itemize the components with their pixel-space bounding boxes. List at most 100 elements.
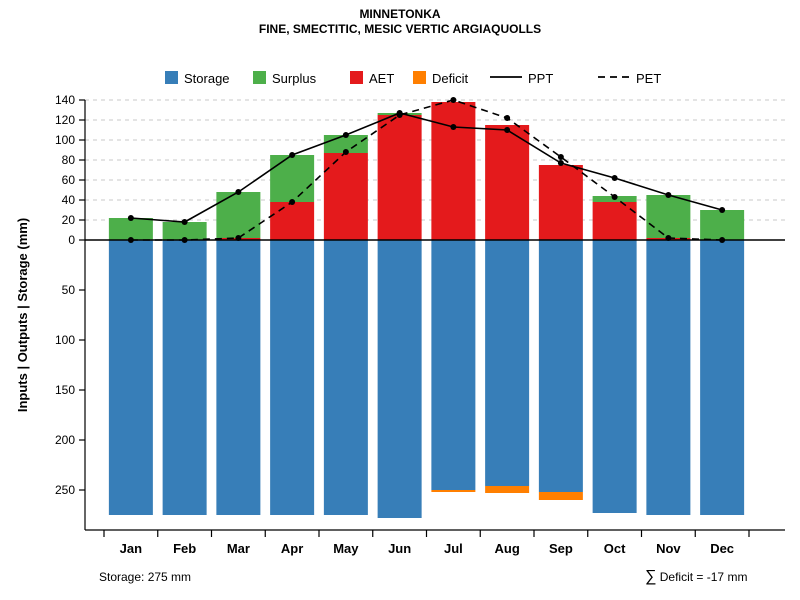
ppt-point [557, 160, 564, 166]
pet-point [665, 235, 672, 241]
month-label: Oct [604, 541, 626, 556]
month-label: Nov [656, 541, 681, 556]
pet-point [504, 115, 511, 121]
legend-swatch-storage [165, 71, 178, 84]
ppt-point [504, 127, 511, 133]
lines-layer [85, 97, 785, 243]
bar-storage [485, 240, 530, 486]
bar-aet [377, 115, 422, 240]
legend-label-aet: AET [369, 71, 394, 86]
y-tick-label: 80 [62, 153, 76, 167]
bar-surplus [162, 222, 207, 240]
month-label: May [333, 541, 359, 556]
pet-point [181, 237, 188, 243]
pet-point [396, 112, 403, 118]
month-label: Apr [281, 541, 303, 556]
bar-deficit [431, 490, 476, 492]
y-tick-label: 100 [55, 133, 75, 147]
chart-subtitle: FINE, SMECTITIC, MESIC VERTIC ARGIAQUOLL… [259, 22, 541, 36]
deficit-footnote-text: Deficit = -17 mm [660, 570, 748, 584]
bar-deficit [485, 486, 530, 493]
y-tick-label: 0 [68, 233, 75, 247]
legend-label-pet: PET [636, 71, 661, 86]
pet-point [719, 237, 726, 243]
bars-layer [108, 102, 745, 518]
bar-surplus [700, 210, 745, 240]
y-tick-label: 150 [55, 383, 75, 397]
y-tick-label: 40 [62, 193, 76, 207]
bar-storage [538, 240, 583, 492]
ppt-point [342, 132, 349, 138]
y-axis-label: Inputs | Outputs | Storage (mm) [15, 218, 30, 412]
bar-storage [592, 240, 637, 513]
legend-label-ppt: PPT [528, 71, 553, 86]
bar-surplus [270, 155, 315, 202]
month-label: Jun [388, 541, 411, 556]
y-tick-label: 120 [55, 113, 75, 127]
bar-aet [485, 125, 530, 240]
ppt-point [719, 207, 726, 213]
bar-storage [431, 240, 476, 490]
pet-line [130, 99, 723, 241]
legend-label-surplus: Surplus [272, 71, 317, 86]
bar-aet [270, 202, 315, 240]
bar-storage [270, 240, 315, 515]
ppt-point [289, 152, 296, 158]
bar-storage [377, 240, 422, 518]
bar-storage [162, 240, 207, 515]
sigma-symbol: ∑ [645, 568, 656, 585]
month-label: Jan [120, 541, 142, 556]
bar-storage [646, 240, 691, 515]
y-tick-label: 100 [55, 333, 75, 347]
bar-storage [216, 240, 261, 515]
legend-label-storage: Storage [184, 71, 230, 86]
ppt-point [665, 192, 672, 198]
ppt-point [450, 124, 457, 130]
legend-swatch-aet [350, 71, 363, 84]
month-label: Aug [494, 541, 519, 556]
month-label: Feb [173, 541, 196, 556]
pet-point [450, 97, 457, 103]
pet-point [342, 149, 349, 155]
pet-point [289, 199, 296, 205]
pet-point [235, 235, 242, 241]
pet-point [557, 154, 564, 160]
y-tick-label: 200 [55, 433, 75, 447]
y-tick-label: 20 [62, 213, 76, 227]
ppt-point [181, 219, 188, 225]
bar-surplus [108, 218, 153, 240]
bar-storage [700, 240, 745, 515]
pet-point [127, 237, 134, 243]
bar-storage [323, 240, 368, 515]
ppt-point [235, 189, 242, 195]
y-tick-label: 140 [55, 93, 75, 107]
y-tick-label: 50 [62, 283, 76, 297]
y-tick-label: 250 [55, 483, 75, 497]
month-label: Sep [549, 541, 573, 556]
month-label: Dec [710, 541, 734, 556]
bar-aet [538, 165, 583, 240]
ppt-line [130, 112, 723, 223]
bar-aet [323, 153, 368, 240]
month-label: Mar [227, 541, 250, 556]
bar-surplus [216, 192, 261, 238]
y-tick-label: 60 [62, 173, 76, 187]
bar-aet [592, 202, 637, 240]
legend-swatch-deficit [413, 71, 426, 84]
legend-label-deficit: Deficit [432, 71, 469, 86]
axes-layer: 0 20 40 60 80 100 120 140 50 100 150 200 250 Jan Feb Ma… [55, 93, 785, 556]
legend-swatch-surplus [253, 71, 266, 84]
ppt-point [611, 175, 618, 181]
legend-layer: Storage Surplus AET Deficit PPT PET [165, 71, 661, 86]
bar-surplus [646, 195, 691, 238]
chart-title: MINNETONKA [359, 7, 440, 21]
pet-point [611, 194, 618, 200]
month-label: Jul [444, 541, 463, 556]
ppt-point [127, 215, 134, 221]
bar-deficit [538, 492, 583, 500]
bar-storage [108, 240, 153, 515]
deficit-footnote: ∑ Deficit = -17 mm [645, 568, 747, 585]
storage-footnote: Storage: 275 mm [99, 570, 191, 584]
